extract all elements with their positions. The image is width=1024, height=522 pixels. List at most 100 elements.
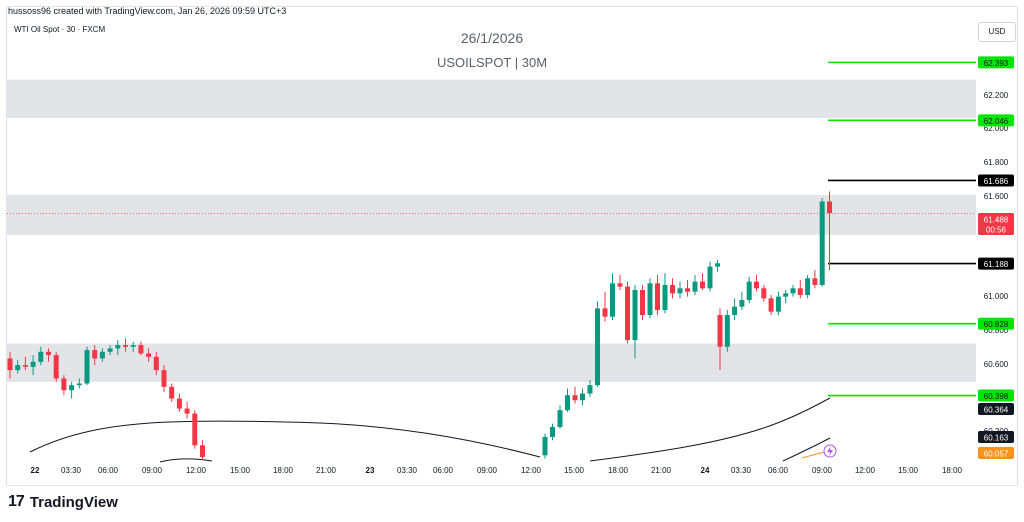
candle-24 — [184, 401, 190, 419]
y-tick-6: 61.000 — [984, 292, 1009, 301]
candle-1 — [7, 351, 13, 379]
level-label-2: 62.046 — [984, 117, 1009, 126]
candle-31 — [572, 386, 578, 404]
candle-3 — [22, 356, 28, 371]
candle-50 — [715, 259, 720, 272]
supply-demand-zone-3 — [7, 343, 976, 382]
x-tick-21: 12:00 — [855, 466, 876, 475]
tradingview-logo[interactable]: 17 TradingView — [8, 492, 118, 512]
candle-36 — [610, 273, 615, 321]
candle-7 — [53, 351, 59, 382]
level-tag-3: 61.686 — [978, 174, 1014, 187]
chart-credit: hussoss96 created with TradingView.com, … — [8, 6, 287, 16]
candle-32 — [580, 388, 585, 406]
candle-12 — [92, 345, 98, 366]
candle-20 — [153, 351, 159, 376]
candle-27 — [542, 433, 548, 459]
candle-45 — [677, 281, 683, 299]
level-tag-2: 62.046 — [978, 114, 1014, 127]
candle-62 — [797, 279, 803, 299]
candle-10 — [76, 378, 82, 389]
x-tick-9: 23 — [366, 466, 375, 475]
candle-22 — [169, 383, 175, 402]
y-tick-7: 60.800 — [984, 326, 1009, 335]
candle-14 — [107, 345, 113, 356]
level-tag-5: 60.828 — [978, 317, 1014, 330]
x-tick-22: 15:00 — [898, 466, 919, 475]
price-tags-layer: 62.393 62.046 61.686 61.188 60.828 60.398 61.4… — [978, 56, 1014, 459]
candle-16 — [123, 338, 128, 352]
level-label-5: 60.828 — [984, 320, 1009, 329]
y-tick-8: 60.600 — [984, 360, 1009, 369]
candle-9 — [69, 381, 75, 399]
candle-52 — [724, 310, 730, 352]
candle-29 — [557, 405, 563, 429]
candle-2 — [15, 360, 21, 374]
y-tick-3: 61.800 — [984, 158, 1009, 167]
candle-60 — [783, 289, 789, 304]
tradingview-logo-icon: 17 — [8, 493, 25, 510]
candle-58 — [768, 295, 774, 316]
x-tick-4: 09:00 — [142, 466, 163, 475]
level-tag-4: 61.188 — [978, 257, 1014, 270]
x-tick-16: 21:00 — [651, 466, 672, 475]
x-tick-7: 18:00 — [273, 466, 294, 475]
candle-4 — [30, 355, 36, 376]
x-tick-10: 03:30 — [397, 466, 418, 475]
candle-47 — [692, 274, 698, 295]
x-tick-11: 06:00 — [433, 466, 454, 475]
x-tick-1: 22 — [31, 466, 40, 475]
chart-frame — [6, 6, 1018, 486]
x-tick-15: 18:00 — [608, 466, 629, 475]
moving-average-curve-3 — [589, 397, 831, 462]
y-tick-4: 61.600 — [984, 192, 1009, 201]
candle-54 — [739, 291, 745, 311]
y-tick-1: 62.200 — [984, 91, 1009, 100]
x-tick-12: 09:00 — [477, 466, 498, 475]
currency-button[interactable]: USD — [978, 22, 1016, 42]
candle-39 — [632, 284, 638, 359]
x-tick-8: 21:00 — [316, 466, 337, 475]
candle-57 — [761, 284, 767, 302]
candle-61 — [790, 284, 796, 297]
x-tick-2: 03:30 — [61, 466, 82, 475]
symbol-legend[interactable]: WTI Oil Spot · 30 · FXCM — [14, 25, 106, 34]
candle-56 — [754, 274, 759, 292]
candle-38 — [625, 281, 630, 344]
level-label-1: 62.393 — [984, 59, 1009, 68]
candle-40 — [640, 284, 645, 321]
candle-33 — [587, 380, 593, 397]
x-tick-18: 03:30 — [731, 466, 752, 475]
moving-average-curve-2 — [159, 458, 213, 463]
x-tick-14: 15:00 — [564, 466, 585, 475]
candles-layer — [7, 191, 832, 461]
supply-demand-zone-1 — [7, 79, 976, 118]
candle-53 — [732, 298, 738, 321]
price-tag-label-2: 60.364 — [984, 406, 1009, 415]
candle-15 — [115, 340, 121, 356]
candle-11 — [84, 346, 90, 386]
price-tag-3: 60.163 — [978, 431, 1014, 443]
candle-65 — [819, 198, 825, 287]
candle-28 — [550, 423, 555, 441]
candle-64 — [812, 269, 818, 289]
price-tag-label-4: 60.057 — [984, 450, 1009, 459]
x-tick-13: 12:00 — [521, 466, 542, 475]
price-tag-2: 60.364 — [978, 403, 1014, 415]
candle-21 — [161, 365, 167, 392]
candle-25 — [192, 410, 198, 449]
moving-average-curve-4 — [782, 437, 831, 462]
x-tick-6: 15:00 — [230, 466, 251, 475]
levels-layer — [7, 61, 976, 397]
price-tag-4: 60.057 — [978, 447, 1014, 459]
lightning-icon — [823, 444, 837, 458]
x-tick-23: 18:00 — [942, 466, 963, 475]
candle-43 — [662, 273, 668, 314]
price-tag-label-1: 61.488 — [984, 216, 1009, 225]
candle-63 — [805, 274, 811, 299]
candle-26 — [200, 440, 205, 461]
x-tick-5: 12:00 — [186, 466, 207, 475]
